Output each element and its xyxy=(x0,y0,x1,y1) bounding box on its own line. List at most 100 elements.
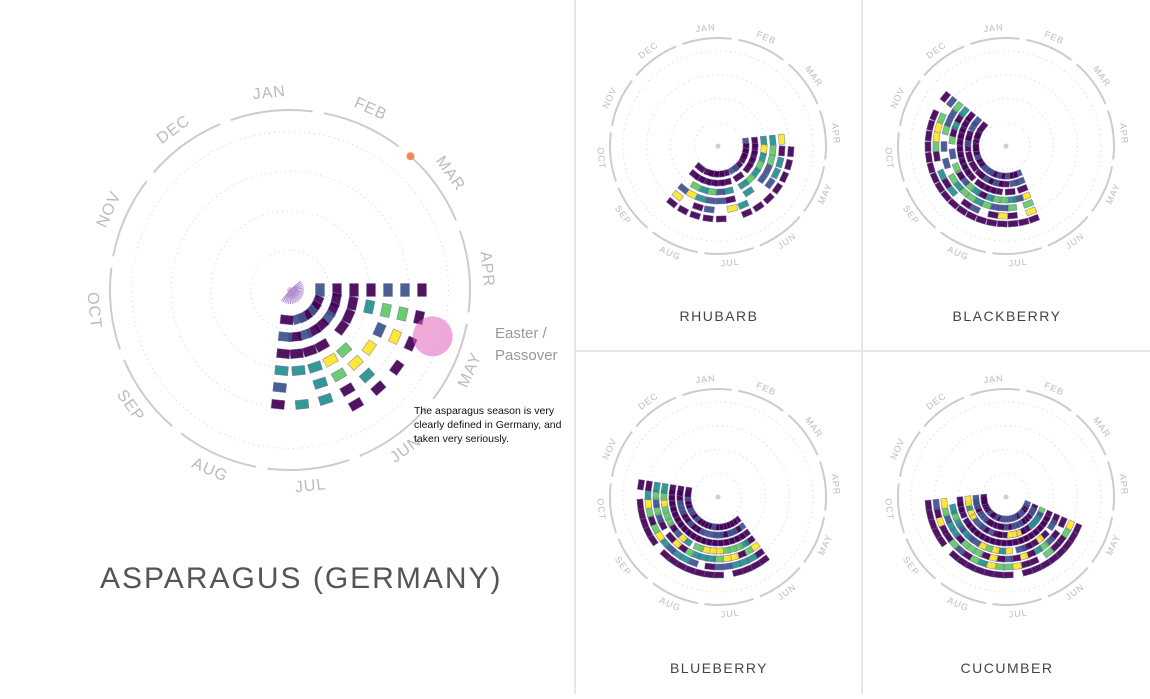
month-arc xyxy=(820,110,826,159)
season-tile xyxy=(693,543,704,552)
season-tile xyxy=(930,109,939,121)
season-tile xyxy=(986,219,997,227)
month-arc xyxy=(113,181,146,256)
season-tile xyxy=(645,481,652,492)
season-tile xyxy=(705,197,716,204)
season-tile xyxy=(271,399,285,409)
asparagus-fan xyxy=(281,281,304,304)
season-tile xyxy=(280,315,294,325)
season-tile xyxy=(380,303,392,318)
season-tile xyxy=(1005,188,1016,195)
season-tile xyxy=(937,113,946,125)
season-tile xyxy=(976,216,987,225)
season-tile xyxy=(318,393,333,406)
month-arc xyxy=(460,231,470,313)
season-tile xyxy=(925,152,932,163)
month-label: NOV xyxy=(94,189,125,230)
season-tile xyxy=(779,171,789,183)
month-arc xyxy=(231,110,313,120)
month-arc xyxy=(1108,110,1114,159)
month-arc xyxy=(324,113,399,146)
season-tile xyxy=(941,498,948,509)
season-tile xyxy=(993,571,1004,578)
month-label: APR xyxy=(1118,122,1130,144)
season-tile xyxy=(302,345,317,358)
month-label: JUN xyxy=(1064,582,1086,602)
month-arc xyxy=(820,461,826,510)
chart-title-blueberry: BLUEBERRY xyxy=(576,660,862,676)
season-tile xyxy=(925,142,931,152)
season-tile xyxy=(715,198,725,204)
season-tile xyxy=(1003,572,1013,578)
season-tile xyxy=(666,197,678,208)
season-tile xyxy=(1028,214,1039,223)
season-tile xyxy=(942,158,951,169)
month-label: APR xyxy=(1118,473,1130,495)
month-label: OCT xyxy=(883,147,895,170)
month-arc xyxy=(970,38,1019,44)
season-tile xyxy=(685,487,692,498)
chart-title-asparagus: ASPARAGUS (GERMANY) xyxy=(100,562,503,596)
month-arc xyxy=(612,81,632,126)
month-arc xyxy=(738,391,783,411)
season-tile xyxy=(765,177,776,189)
month-arc xyxy=(682,389,731,395)
season-tile xyxy=(347,296,359,311)
feb-marker xyxy=(406,152,414,160)
center-dot xyxy=(1004,495,1009,500)
season-tile xyxy=(1025,207,1036,216)
event-label-easter: Easter / Passover xyxy=(495,323,565,367)
month-label: JUL xyxy=(1008,608,1028,620)
month-arc xyxy=(900,432,920,477)
season-tile xyxy=(653,482,660,493)
season-tile xyxy=(703,215,714,222)
season-tile xyxy=(1006,531,1017,538)
season-tile xyxy=(1022,199,1033,208)
season-tile xyxy=(965,496,972,507)
season-tile xyxy=(741,208,753,217)
season-tile xyxy=(941,141,947,151)
season-tile xyxy=(933,499,940,510)
season-tile xyxy=(725,196,736,204)
season-tile xyxy=(927,120,935,131)
season-tile xyxy=(949,148,956,159)
season-tile xyxy=(669,484,676,495)
season-tile xyxy=(323,353,339,367)
month-label: JUL xyxy=(720,608,740,620)
season-tile xyxy=(763,193,774,204)
season-tile xyxy=(787,146,794,156)
season-tile xyxy=(348,397,364,411)
season-tile xyxy=(998,213,1008,219)
season-tile xyxy=(273,382,287,392)
month-label: JUN xyxy=(776,231,798,251)
season-tile xyxy=(313,377,328,390)
month-arc xyxy=(970,389,1019,395)
month-label: JUN xyxy=(1064,231,1086,251)
season-tile xyxy=(340,382,356,396)
month-label: APR xyxy=(830,122,842,144)
season-tile xyxy=(927,162,936,173)
season-tile xyxy=(1022,568,1033,577)
month-arc xyxy=(682,38,731,44)
month-label: SEP xyxy=(901,554,921,577)
season-tile xyxy=(981,494,988,505)
month-label: JUL xyxy=(294,476,327,496)
season-tile xyxy=(367,284,376,297)
season-tile xyxy=(732,568,743,576)
month-label: JUN xyxy=(776,582,798,602)
season-tile xyxy=(949,504,957,515)
month-label: NOV xyxy=(601,436,619,461)
season-tile xyxy=(988,211,999,219)
season-tile xyxy=(997,221,1007,227)
month-label: SEP xyxy=(613,203,633,226)
season-tile xyxy=(933,151,940,162)
season-tile xyxy=(689,211,700,220)
season-tile xyxy=(973,495,980,506)
season-tile xyxy=(1008,220,1019,227)
season-tile xyxy=(370,380,386,395)
season-tile xyxy=(336,343,352,358)
season-tile xyxy=(295,399,309,409)
